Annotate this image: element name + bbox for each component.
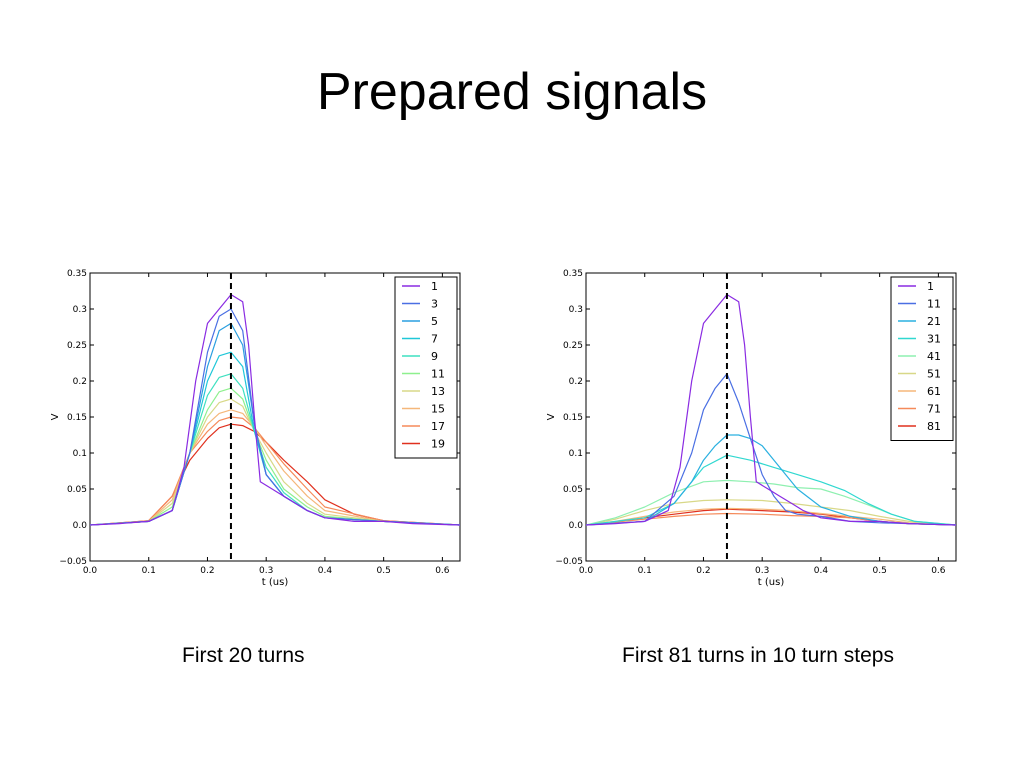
x-tick-label: 0.3 <box>259 566 273 576</box>
legend-label-11: 11 <box>431 368 445 381</box>
y-tick-label: 0.05 <box>563 485 583 495</box>
x-tick-label: 0.4 <box>318 566 333 576</box>
y-tick-label: 0.35 <box>67 269 87 279</box>
x-tick-label: 0.2 <box>696 566 710 576</box>
y-tick-label: 0.0 <box>73 521 88 531</box>
legend-label-7: 7 <box>431 333 438 346</box>
legend-label-61: 61 <box>927 385 941 398</box>
legend-box <box>394 276 458 459</box>
series-line-61 <box>586 507 956 526</box>
y-tick-label: 0.1 <box>569 449 583 459</box>
x-tick-label: 0.1 <box>142 566 156 576</box>
x-tick-label: 0.5 <box>376 566 390 576</box>
series-line-11 <box>586 373 956 526</box>
legend-label-51: 51 <box>927 368 941 381</box>
series-line-15 <box>90 409 460 526</box>
legend-label-81: 81 <box>927 420 941 433</box>
legend-label-19: 19 <box>431 438 445 451</box>
slide-title: Prepared signals <box>316 63 708 121</box>
legend-label-9: 9 <box>431 350 438 363</box>
series-group <box>90 293 460 526</box>
y-tick-label: 0.05 <box>67 485 87 495</box>
legend-label-13: 13 <box>431 385 445 398</box>
legend-box <box>890 276 954 441</box>
caption-first-81-turns: First 81 turns in 10 turn steps <box>622 644 894 667</box>
legend-label-15: 15 <box>431 403 445 416</box>
y-tick-label: 0.35 <box>563 269 583 279</box>
series-line-1 <box>586 293 956 526</box>
x-tick-label: 0.0 <box>83 566 98 576</box>
chart-first-81-turns: −0.050.00.050.10.150.20.250.30.350.0 0.1 0… <box>546 269 957 588</box>
legend-label-31: 31 <box>927 333 941 346</box>
legend-label-17: 17 <box>431 420 445 433</box>
x-tick-label: 0.6 <box>435 566 450 576</box>
y-tick-label: 0.15 <box>67 413 87 423</box>
legend-label-5: 5 <box>431 315 438 328</box>
x-tick-label: 0.5 <box>872 566 886 576</box>
chart-first-20-turns: −0.050.00.050.10.150.20.250.30.350.0 0.1 0… <box>50 269 461 588</box>
y-tick-label: 0.0 <box>569 521 584 531</box>
legend-label-1: 1 <box>431 280 438 293</box>
x-axis-label: t (us) <box>262 577 289 588</box>
caption-first-20-turns: First 20 turns <box>182 644 305 667</box>
x-tick-label: 0.3 <box>755 566 769 576</box>
y-tick-label: 0.3 <box>569 305 583 315</box>
y-tick-label: −0.05 <box>555 557 583 567</box>
y-tick-label: 0.25 <box>67 341 87 351</box>
y-tick-label: 0.25 <box>563 341 583 351</box>
x-axis-label: t (us) <box>758 577 785 588</box>
x-tick-label: 0.6 <box>931 566 946 576</box>
series-line-51 <box>586 499 956 526</box>
legend-label-3: 3 <box>431 298 438 311</box>
x-tick-label: 0.1 <box>638 566 652 576</box>
legend-label-11: 11 <box>927 298 941 311</box>
series-line-13 <box>90 398 460 526</box>
y-tick-label: 0.3 <box>73 305 87 315</box>
legend-label-41: 41 <box>927 350 941 363</box>
y-tick-label: 0.1 <box>73 449 87 459</box>
series-line-1 <box>90 293 460 526</box>
y-axis-label: V <box>546 413 557 420</box>
y-tick-label: 0.2 <box>73 377 87 387</box>
x-tick-label: 0.4 <box>814 566 829 576</box>
y-tick-label: 0.15 <box>563 413 583 423</box>
legend-label-21: 21 <box>927 315 941 328</box>
x-tick-label: 0.0 <box>579 566 594 576</box>
series-group <box>586 293 956 526</box>
series-line-17 <box>90 416 460 526</box>
y-tick-label: 0.2 <box>569 377 583 387</box>
legend-label-1: 1 <box>927 280 934 293</box>
y-tick-label: −0.05 <box>59 557 87 567</box>
x-tick-label: 0.2 <box>200 566 214 576</box>
y-axis-label: V <box>50 413 61 420</box>
legend-label-71: 71 <box>927 403 941 416</box>
